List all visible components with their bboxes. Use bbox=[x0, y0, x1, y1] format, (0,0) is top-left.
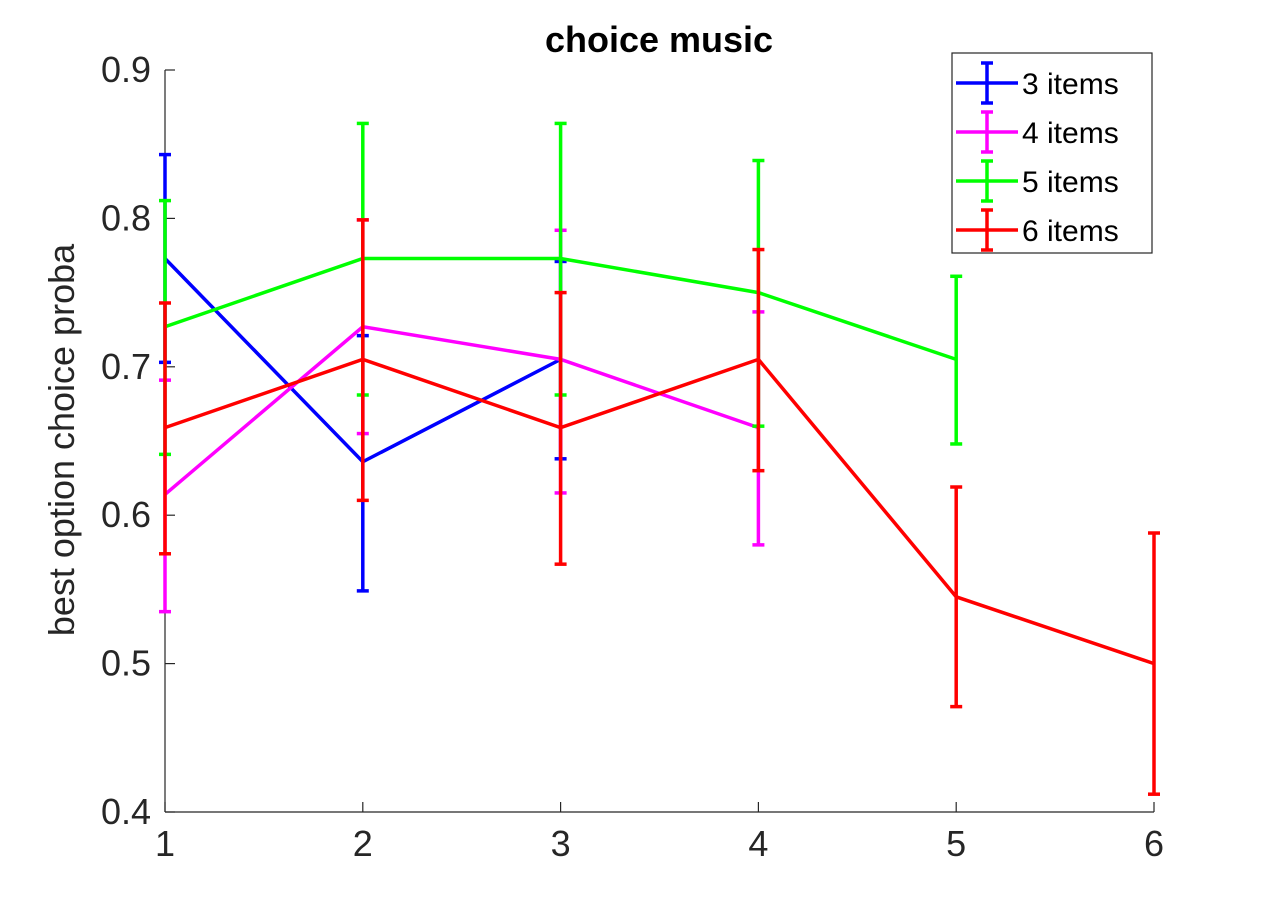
y-tick-label: 0.6 bbox=[101, 494, 151, 535]
legend-entry: 5 items bbox=[956, 159, 1119, 203]
x-tick-label: 3 bbox=[551, 823, 571, 864]
y-axis-label: best option choice proba bbox=[41, 243, 82, 636]
y-tick-label: 0.7 bbox=[101, 346, 151, 387]
y-tick-label: 0.8 bbox=[101, 197, 151, 238]
series-3 bbox=[159, 218, 1160, 796]
legend-entry: 6 items bbox=[956, 208, 1119, 252]
legend-label: 5 items bbox=[1022, 166, 1119, 199]
x-tick-label: 2 bbox=[353, 823, 373, 864]
legend-entry: 3 items bbox=[956, 61, 1119, 105]
legend-entry: 4 items bbox=[956, 110, 1119, 154]
legend-label: 4 items bbox=[1022, 117, 1119, 150]
legend-label: 6 items bbox=[1022, 215, 1119, 248]
x-tick-label: 5 bbox=[946, 823, 966, 864]
legend-label: 3 items bbox=[1022, 68, 1119, 101]
ticks: 1 2 3 4 5 6 0.4 0.5 0.6 0.7 0.8 0.9 bbox=[101, 49, 1164, 864]
y-tick-label: 0.5 bbox=[101, 643, 151, 684]
chart-title: choice music bbox=[545, 19, 773, 60]
series-line bbox=[164, 357, 1155, 666]
x-tick-label: 1 bbox=[155, 823, 175, 864]
y-tick-label: 0.9 bbox=[101, 49, 151, 90]
x-tick-label: 6 bbox=[1144, 823, 1164, 864]
legend: 3 items 4 items 5 items 6 items bbox=[951, 52, 1153, 254]
series-group bbox=[159, 121, 1160, 796]
x-tick-label: 4 bbox=[748, 823, 768, 864]
y-tick-label: 0.4 bbox=[101, 791, 151, 832]
